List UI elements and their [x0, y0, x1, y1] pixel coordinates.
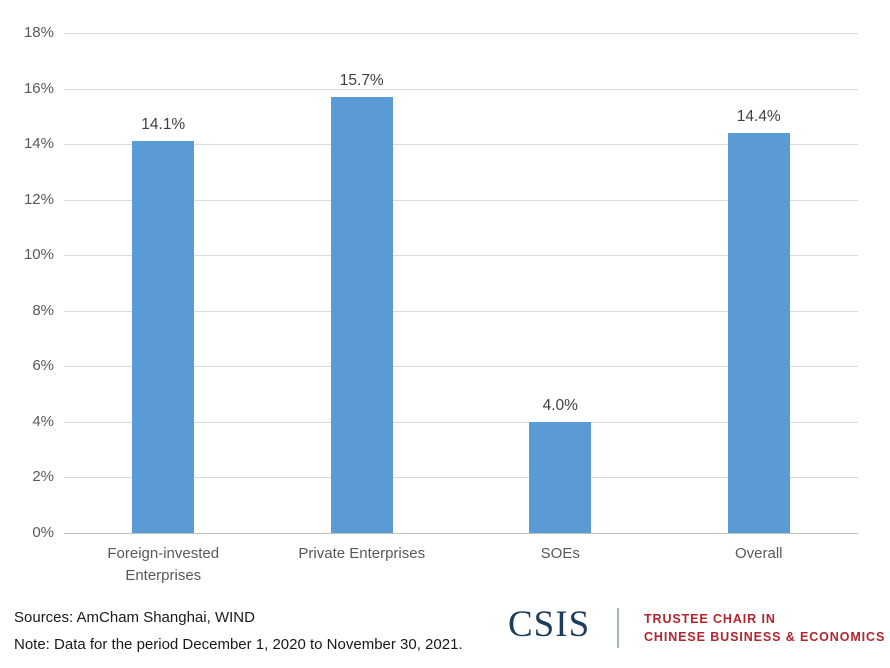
category-label: Overall — [734, 545, 783, 562]
note-text: Note: Data for the period December 1, 20… — [14, 636, 463, 653]
bar — [727, 133, 790, 533]
y-tick-label: 0% — [32, 524, 54, 541]
gridline — [64, 255, 858, 257]
csis-logo-wordmark: CSIS — [508, 604, 591, 645]
gridline — [64, 421, 858, 423]
csis-program-title: TRUSTEE CHAIR IN CHINESE BUSINESS & ECON… — [644, 610, 885, 646]
csis-program-line2: CHINESE BUSINESS & ECONOMICS — [644, 630, 886, 644]
csis-program-line1: TRUSTEE CHAIR IN — [644, 612, 776, 626]
bar — [529, 421, 592, 533]
y-tick-label: 8% — [32, 301, 54, 319]
sources-text: Sources: AmCham Shanghai, WIND — [14, 609, 255, 626]
y-tick-label: 10% — [23, 246, 54, 264]
bar-value-label: 14.1% — [141, 116, 186, 134]
y-tick-label: 4% — [32, 412, 54, 430]
bar-value-label: 14.4% — [736, 108, 781, 125]
y-tick-label: 14% — [23, 135, 54, 153]
category-label: Private Enterprises — [298, 545, 426, 562]
gridline — [64, 144, 858, 146]
gridline — [64, 477, 858, 479]
gridline — [64, 199, 858, 201]
x-axis-line — [64, 533, 858, 534]
bar-chart: 0% 2% 4% 6% 8% 10% 12% 14% 16% 18% 14.1% Foreign-in… — [23, 24, 858, 584]
bar — [132, 141, 195, 533]
bar-value-label: 15.7% — [339, 71, 384, 89]
bar — [330, 96, 393, 533]
y-tick-label: 18% — [23, 24, 54, 41]
gridline — [64, 33, 858, 34]
gridline — [64, 310, 858, 312]
y-tick-label: 2% — [32, 468, 54, 486]
y-tick-label: 6% — [32, 357, 54, 375]
category-label: Foreign-invested Enterprises — [107, 545, 220, 584]
category-label: SOEs — [540, 545, 580, 562]
gridline — [64, 366, 858, 368]
gridline — [64, 88, 858, 90]
y-tick-label: 12% — [23, 190, 54, 208]
logo-divider — [617, 608, 619, 648]
bar-value-label: 4.0% — [542, 396, 578, 414]
y-tick-label: 16% — [23, 79, 54, 97]
